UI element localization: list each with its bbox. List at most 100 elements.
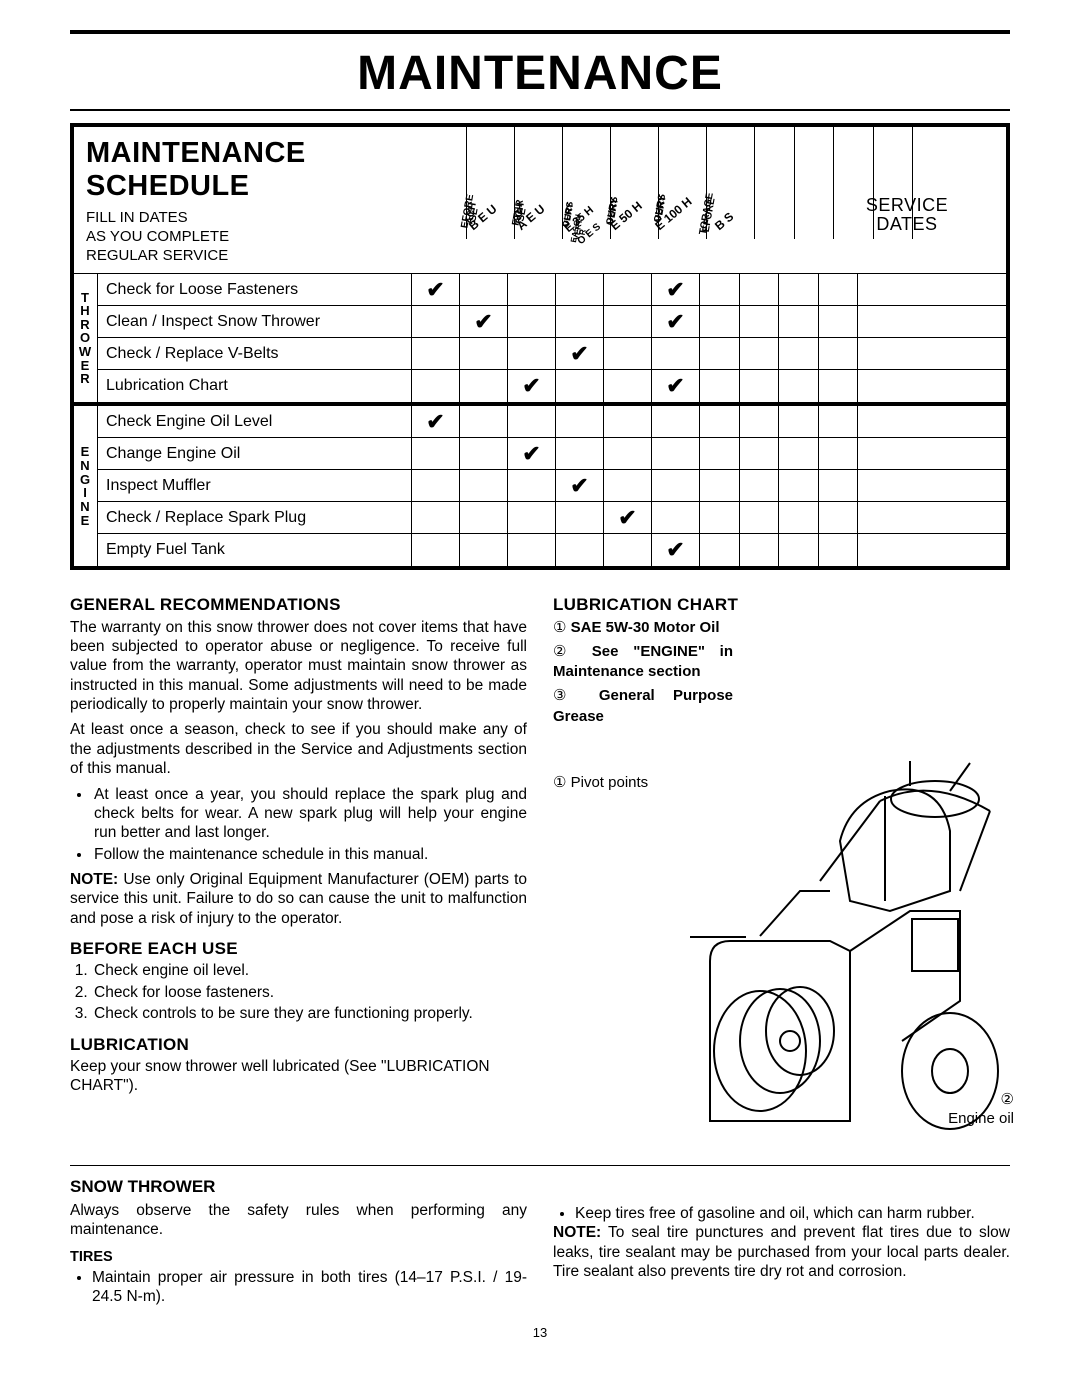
service-date-cell[interactable] xyxy=(700,338,740,369)
service-date-cell[interactable] xyxy=(740,438,780,469)
service-date-cell[interactable] xyxy=(819,338,859,369)
schedule-subtitle: FILL IN DATES AS YOU COMPLETE REGULAR SE… xyxy=(86,209,454,265)
check-cell xyxy=(460,406,508,437)
service-date-cell[interactable] xyxy=(779,338,819,369)
service-date-cell[interactable] xyxy=(779,438,819,469)
service-date-cell[interactable] xyxy=(819,274,859,305)
check-cell: ✔ xyxy=(556,338,604,369)
check-cell xyxy=(604,534,652,566)
heading-snow-thrower: SNOW THROWER xyxy=(70,1176,527,1197)
service-date-cell[interactable] xyxy=(700,306,740,337)
service-date-cell[interactable] xyxy=(700,370,740,402)
service-date-cell[interactable] xyxy=(819,470,859,501)
service-date-cell[interactable] xyxy=(740,306,780,337)
check-cell xyxy=(556,306,604,337)
service-date-cell[interactable] xyxy=(740,370,780,402)
service-date-cell[interactable] xyxy=(858,370,898,402)
service-date-cell[interactable] xyxy=(858,338,898,369)
service-date-cell[interactable] xyxy=(779,534,819,566)
service-date-cell[interactable] xyxy=(819,306,859,337)
table-row: Check for Loose Fasteners✔✔ xyxy=(98,274,1006,306)
service-date-cell[interactable] xyxy=(740,274,780,305)
heading-general: GENERAL RECOMMENDATIONS xyxy=(70,594,527,615)
task-label: Empty Fuel Tank xyxy=(98,534,412,566)
service-date-cell[interactable] xyxy=(819,406,859,437)
divider xyxy=(70,1165,1010,1166)
check-cell: ✔ xyxy=(556,470,604,501)
service-date-cell[interactable] xyxy=(858,306,898,337)
task-label: Check / Replace Spark Plug xyxy=(98,502,412,533)
service-date-cell[interactable] xyxy=(858,470,898,501)
service-date-cell[interactable] xyxy=(740,338,780,369)
service-date-cell[interactable] xyxy=(740,502,780,533)
check-cell: ✔ xyxy=(652,274,700,305)
service-date-cell[interactable] xyxy=(858,502,898,533)
check-cell xyxy=(604,406,652,437)
check-cell xyxy=(556,370,604,402)
service-date-cell[interactable] xyxy=(700,502,740,533)
check-cell xyxy=(652,438,700,469)
check-cell xyxy=(604,274,652,305)
service-date-cell[interactable] xyxy=(700,470,740,501)
service-date-cell[interactable] xyxy=(779,470,819,501)
check-cell xyxy=(556,438,604,469)
service-date-cell[interactable] xyxy=(819,534,859,566)
paragraph: At least once a season, check to see if … xyxy=(70,720,527,778)
check-cell xyxy=(604,470,652,501)
heading-lubrication: LUBRICATION xyxy=(70,1034,527,1055)
service-date-cell[interactable] xyxy=(740,406,780,437)
check-cell xyxy=(412,438,460,469)
check-cell: ✔ xyxy=(412,406,460,437)
list-item: Maintain proper air pressure in both tir… xyxy=(92,1268,527,1307)
note: NOTE: Use only Original Equipment Manufa… xyxy=(70,870,527,928)
table-row: Check / Replace V-Belts✔ xyxy=(98,338,1006,370)
group-label-thrower: THROWER xyxy=(74,274,98,402)
table-row: Inspect Muffler✔ xyxy=(98,470,1006,502)
task-label: Clean / Inspect Snow Thrower xyxy=(98,306,412,337)
table-row: Check Engine Oil Level✔ xyxy=(98,406,1006,438)
service-date-cell[interactable] xyxy=(819,438,859,469)
service-date-cell[interactable] xyxy=(700,274,740,305)
check-cell xyxy=(460,274,508,305)
heading-lub-chart: LUBRICATION CHART xyxy=(553,594,1010,615)
service-dates-header: SERVICEDATES xyxy=(808,196,1006,235)
check-cell xyxy=(460,534,508,566)
check-cell xyxy=(652,406,700,437)
schedule-title: MAINTENANCE SCHEDULE xyxy=(86,137,454,203)
check-cell xyxy=(412,534,460,566)
check-cell: ✔ xyxy=(412,274,460,305)
service-date-cell[interactable] xyxy=(858,438,898,469)
right-column: LUBRICATION CHART ① SAE 5W-30 Motor Oil … xyxy=(553,584,1010,1151)
service-date-cell[interactable] xyxy=(779,502,819,533)
callout-pivot: ① Pivot points xyxy=(553,774,648,793)
check-cell xyxy=(508,534,556,566)
service-date-cell[interactable] xyxy=(740,470,780,501)
lower-right: Keep tires free of gasoline and oil, whi… xyxy=(553,1176,1010,1307)
service-date-cell[interactable] xyxy=(858,274,898,305)
service-date-cell[interactable] xyxy=(858,534,898,566)
paragraph: Keep your snow thrower well lubricated (… xyxy=(70,1057,527,1096)
service-date-cell[interactable] xyxy=(779,370,819,402)
service-date-cell[interactable] xyxy=(700,438,740,469)
service-date-cell[interactable] xyxy=(779,274,819,305)
list-item: Keep tires free of gasoline and oil, whi… xyxy=(575,1204,1010,1223)
service-date-cell[interactable] xyxy=(740,534,780,566)
service-date-cell[interactable] xyxy=(819,370,859,402)
table-row: Empty Fuel Tank✔ xyxy=(98,534,1006,566)
table-row: Lubrication Chart✔✔ xyxy=(98,370,1006,402)
check-cell xyxy=(508,406,556,437)
check-cell xyxy=(604,370,652,402)
note: NOTE: To seal tire punctures and prevent… xyxy=(553,1223,1010,1281)
service-date-cell[interactable] xyxy=(700,534,740,566)
check-cell xyxy=(604,338,652,369)
check-cell xyxy=(508,338,556,369)
task-label: Check Engine Oil Level xyxy=(98,406,412,437)
service-date-cell[interactable] xyxy=(779,306,819,337)
check-cell xyxy=(460,470,508,501)
service-date-cell[interactable] xyxy=(700,406,740,437)
service-date-cell[interactable] xyxy=(819,502,859,533)
check-cell xyxy=(556,274,604,305)
service-date-cell[interactable] xyxy=(779,406,819,437)
left-column: GENERAL RECOMMENDATIONS The warranty on … xyxy=(70,584,527,1151)
service-date-cell[interactable] xyxy=(858,406,898,437)
